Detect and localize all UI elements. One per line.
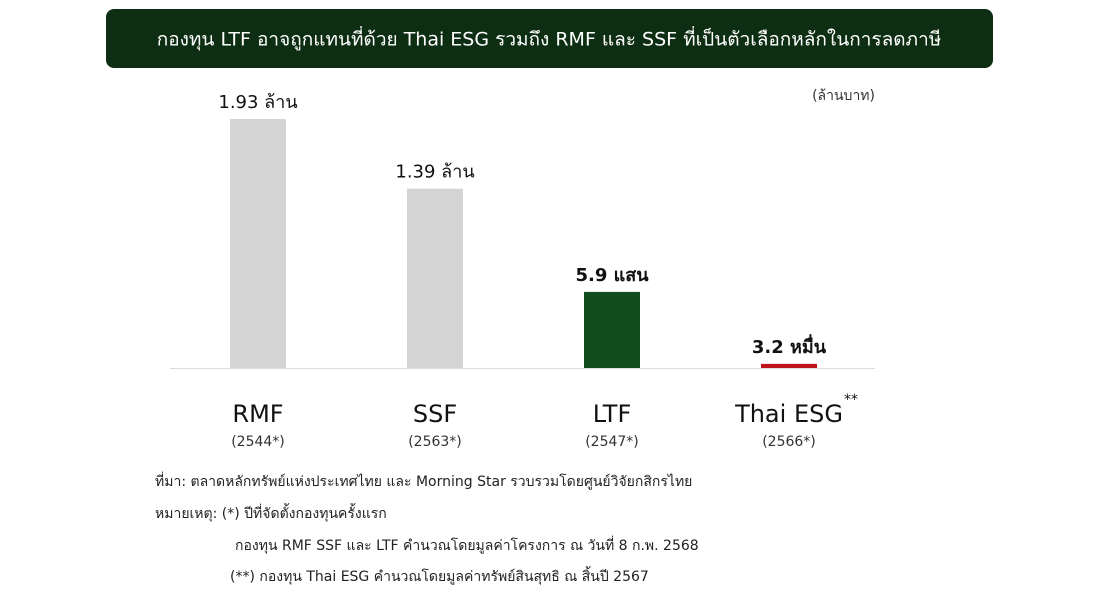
value-label: 3.2 หมื่น	[752, 334, 827, 358]
bar	[230, 119, 286, 368]
category-note: (2544*)	[231, 434, 285, 450]
note: กองทุน RMF SSF และ LTF คำนวณโดยมูลค่าโคร…	[235, 536, 699, 554]
category-note: (2566*)	[762, 434, 816, 450]
title-bar	[106, 9, 993, 68]
category-note: (2547*)	[585, 434, 639, 450]
value-label: 1.39 ล้าน	[395, 162, 474, 183]
bar	[584, 291, 640, 368]
category-note: (2563*)	[408, 434, 462, 450]
source: ที่มา: ตลาดหลักทรัพย์แห่งประเทศไทย และ M…	[155, 472, 692, 490]
bar	[407, 188, 463, 368]
x-tick-label: SSF	[413, 400, 457, 428]
x-tick-label: Thai ESG	[734, 400, 843, 428]
x-tick-label: LTF	[593, 400, 632, 428]
unit-label: (ล้านบาท)	[812, 88, 875, 104]
x-tick-label: RMF	[232, 400, 283, 428]
note: หมายเหตุ: (*) ปีที่จัดตั้งกองทุนครั้งแรก	[155, 503, 387, 522]
chart-title: กองทุน LTF อาจถูกแทนที่ด้วย Thai ESG รวม…	[157, 26, 942, 52]
footnote-marker: **	[844, 392, 858, 408]
value-label: 1.93 ล้าน	[218, 92, 297, 113]
note: (**) กองทุน Thai ESG คำนวณโดยมูลค่าทรัพย…	[230, 566, 649, 585]
bar	[761, 363, 817, 368]
value-label: 5.9 แสน	[575, 265, 649, 286]
